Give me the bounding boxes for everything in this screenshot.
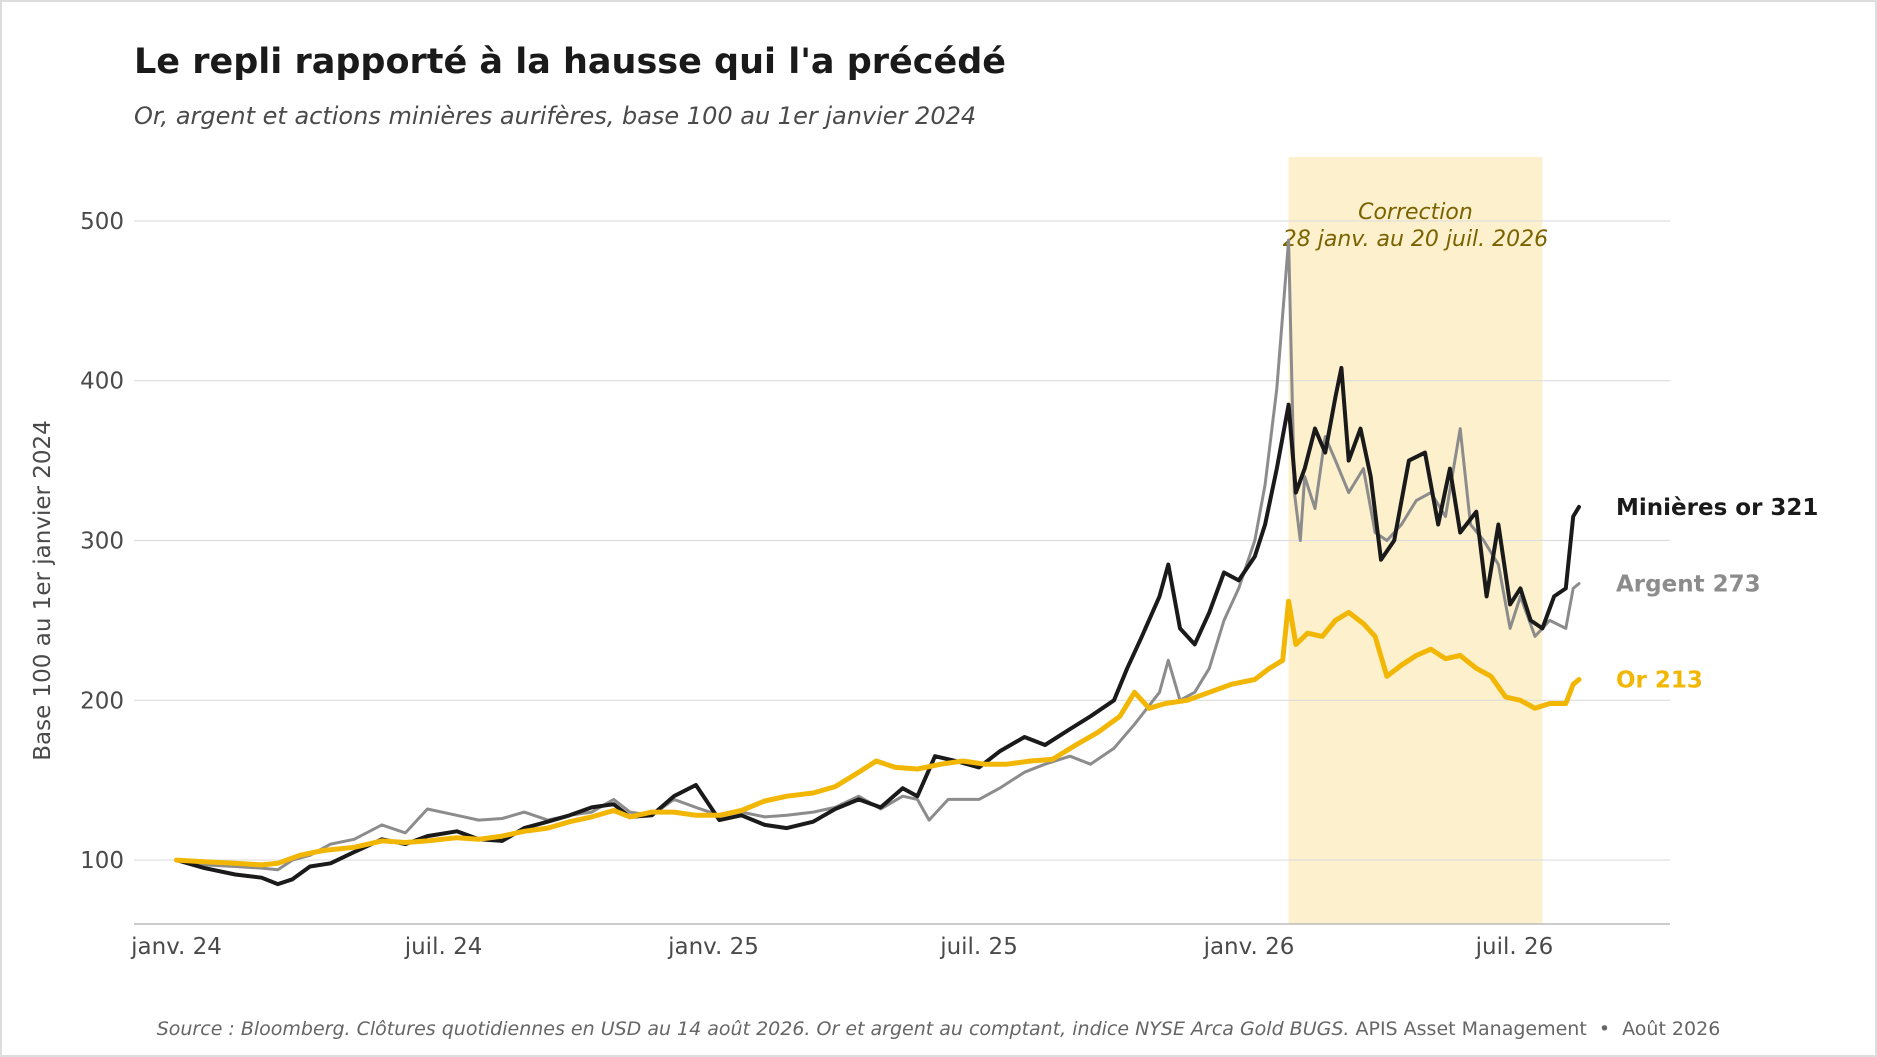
source-note: Source : Bloomberg. Clôtures quotidienne… [156, 1018, 1350, 1040]
publisher: APIS Asset Management [1355, 1018, 1587, 1040]
axes: 100 200 300 400 500 janv. 24 juil. 24 janv. 25 j… [30, 209, 1670, 960]
footer-separator: • [1598, 1018, 1611, 1040]
x-tick-label: juil. 25 [939, 934, 1018, 960]
gridlines [134, 220, 1670, 861]
chart-title: Le repli rapporté à la hausse qui l'a pr… [134, 42, 1007, 82]
y-tick-label: 200 [80, 688, 124, 714]
series-end-label-silver: Argent 273 [1616, 572, 1761, 598]
y-tick-label: 100 [80, 848, 124, 874]
x-tick-label: janv. 26 [1203, 934, 1295, 960]
series-line-mining [174, 365, 1581, 887]
x-tick-label: juil. 26 [1475, 934, 1554, 960]
correction-dates-label: 28 janv. au 20 juil. 2026 [1283, 227, 1548, 252]
series-end-label-gold: Or 213 [1616, 668, 1703, 694]
y-tick-label: 300 [80, 529, 124, 555]
series-line-silver [175, 238, 1581, 872]
publish-date: Août 2026 [1622, 1018, 1721, 1040]
chart-footer: Source : Bloomberg. Clôtures quotidienne… [2, 1018, 1875, 1040]
series-line-gold [174, 598, 1582, 868]
x-tick-label: janv. 25 [667, 934, 759, 960]
y-tick-label: 400 [80, 369, 124, 395]
series-end-labels: Minières or 321 Argent 273 Or 213 [1616, 495, 1818, 694]
y-axis-title: Base 100 au 1er janvier 2024 [30, 420, 56, 761]
x-tick-label: janv. 24 [130, 934, 222, 960]
series-end-label-mining: Minières or 321 [1616, 495, 1818, 521]
chart-subtitle: Or, argent et actions minières aurifères… [134, 102, 977, 130]
series-lines [174, 238, 1582, 887]
y-tick-label: 500 [80, 209, 124, 235]
x-tick-label: juil. 24 [404, 934, 483, 960]
